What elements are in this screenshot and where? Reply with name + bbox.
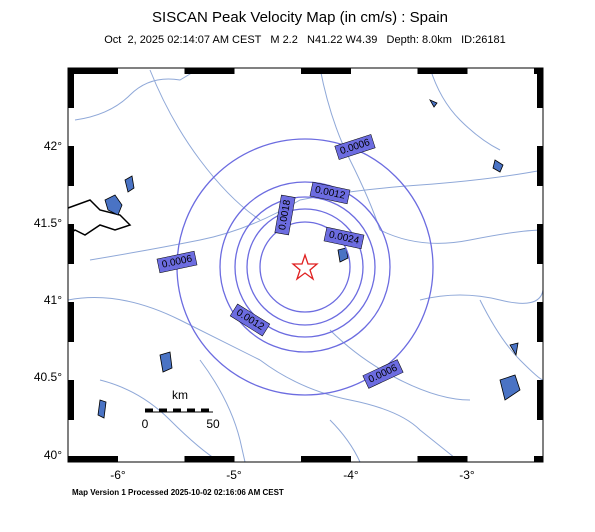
contour-label-box (274, 194, 296, 236)
latitude-label: 42° (44, 139, 62, 153)
contour-label-text: 0.0018 (277, 199, 293, 231)
rivers (67, 67, 544, 463)
contour-line (219, 181, 391, 353)
contour-label: 0.0006 (156, 250, 198, 274)
latitude-labels: 42° 41.5° 41° 40.5° 40° (34, 139, 62, 462)
longitude-label: -5° (226, 468, 242, 482)
longitude-label: -4° (343, 468, 359, 482)
map-subtitle: Oct 2, 2025 02:14:07 AM CEST M 2.2 N41.2… (104, 34, 506, 46)
country-border (67, 199, 132, 236)
scale-bar: km 0 50 (142, 388, 220, 431)
longitude-label: -6° (110, 468, 126, 482)
latitude-label: 40° (44, 448, 62, 462)
contour-label-box (309, 181, 351, 205)
lakes (97, 99, 521, 419)
frame-ticks (68, 68, 543, 462)
latitude-label: 40.5° (34, 370, 62, 384)
footer: Map Version 1 Processed 2025-10-02 02:16… (72, 488, 284, 497)
contour-label-box (362, 359, 404, 389)
contour-label-box (323, 226, 365, 250)
map-area (68, 68, 543, 462)
contour-label: 0.0018 (274, 194, 296, 236)
epicenter-star (291, 252, 319, 281)
scale-tick-label: 50 (206, 417, 220, 431)
contour-line (234, 196, 376, 338)
contour-label: 0.0012 (309, 181, 351, 205)
contour-line (259, 221, 351, 313)
latitude-label: 41.5° (34, 216, 62, 230)
longitude-label: -3° (459, 468, 475, 482)
map-title: SISCAN Peak Velocity Map (in cm/s) : Spa… (152, 9, 448, 26)
contour-label-box (156, 250, 198, 274)
contour-line (246, 208, 364, 326)
latitude-label: 41° (44, 293, 62, 307)
contour-labels: 0.00060.00120.00180.00240.00060.00120.00… (156, 134, 404, 389)
scale-unit: km (172, 388, 188, 402)
contour-label-box (334, 134, 376, 160)
longitude-labels: -6° -5° -4° -3° (110, 468, 475, 482)
contour-label-box (229, 303, 271, 337)
contour-label: 0.0024 (323, 226, 365, 250)
scale-tick-label: 0 (142, 417, 149, 431)
map-body: 0.00060.00120.00180.00240.00060.00120.00… (67, 67, 544, 463)
